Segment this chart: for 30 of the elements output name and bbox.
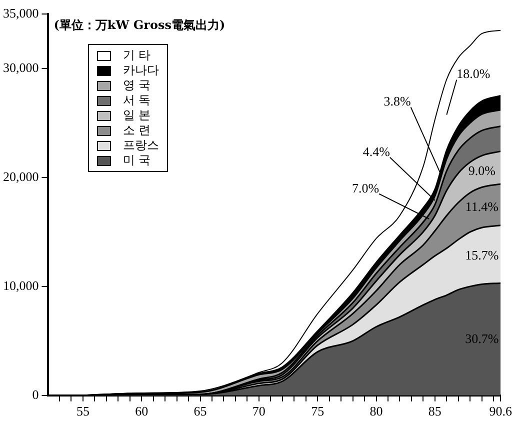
annotation: 4.4%: [362, 144, 390, 159]
legend-label: 카나다: [123, 63, 159, 78]
x-tick-label: 70: [252, 404, 266, 419]
annotation: 9.0%: [468, 162, 496, 178]
legend-label: 일 본: [123, 108, 150, 123]
x-tick-label: 80: [370, 404, 383, 419]
annotation: 15.7%: [465, 247, 499, 262]
y-tick-label: 35,000: [3, 5, 39, 20]
annotation: 11.4%: [465, 198, 499, 214]
y-tick-label: 0: [32, 386, 39, 402]
y-tick-label: 10,000: [3, 278, 39, 293]
annotation: 7.0%: [352, 180, 380, 196]
y-tick-label: 30,000: [3, 60, 39, 75]
x-tick-label: 65: [194, 404, 207, 419]
x-tick-label: 60: [135, 404, 148, 419]
legend-label: 기 타: [123, 48, 150, 63]
annotation: 30.7%: [465, 331, 499, 346]
x-tick-label: 85: [428, 404, 442, 419]
legend-label: 미 국: [123, 153, 150, 168]
x-tick-label: 75: [311, 404, 324, 419]
annotation: 18.0%: [456, 66, 490, 82]
chart-subtitle: (單位：万kW Gross電氣出力): [54, 18, 226, 32]
legend-label: 소 련: [123, 123, 150, 138]
x-tick-label: 55: [76, 404, 90, 419]
y-tick-label: 20,000: [3, 168, 39, 184]
annotation: 3.8%: [384, 94, 411, 109]
legend-label: 영 국: [123, 78, 150, 93]
legend-label: 프랑스: [123, 138, 159, 153]
legend-label: 서 독: [123, 93, 150, 108]
x-tick-label: 90.6: [489, 404, 512, 419]
